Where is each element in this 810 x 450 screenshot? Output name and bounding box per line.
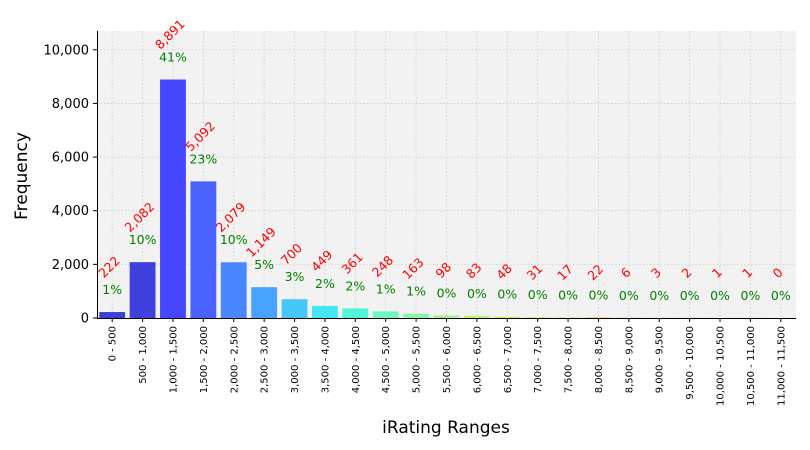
percent-label: 0% (437, 285, 457, 300)
x-tick-label: 5,000 - 5,500 (412, 326, 423, 393)
percent-label: 1% (102, 282, 122, 297)
y-tick-label: 10,000 (44, 43, 90, 58)
x-tick-label: 2,000 - 2,500 (229, 326, 240, 393)
percent-label: 0% (497, 287, 517, 302)
x-tick-label: 500 - 1,000 (138, 326, 149, 384)
x-tick-label: 4,000 - 4,500 (351, 326, 362, 393)
bar (281, 299, 308, 318)
bar (312, 305, 338, 318)
percent-label: 23% (189, 151, 217, 166)
percent-label: 1% (376, 281, 396, 296)
x-tick-label: 10,000 - 10,500 (716, 326, 727, 406)
x-tick-label: 5,500 - 6,000 (442, 326, 453, 393)
x-tick-label: 6,000 - 6,500 (472, 326, 483, 393)
x-tick-label: 8,000 - 8,500 (594, 326, 605, 393)
x-tick-label: 9,000 - 9,500 (655, 326, 666, 393)
x-tick-label: 7,000 - 7,500 (533, 326, 544, 393)
percent-label: 0% (619, 288, 639, 303)
bar (160, 79, 186, 318)
bar (99, 312, 126, 318)
bar (372, 311, 399, 318)
x-tick-label: 0 - 500 (108, 326, 119, 361)
x-tick-label: 9,500 - 10,000 (685, 326, 696, 400)
percent-label: 41% (159, 50, 187, 65)
percent-label: 0% (649, 288, 669, 303)
bar (463, 315, 490, 318)
bars (99, 79, 764, 318)
percent-label: 2% (315, 276, 335, 291)
y-tick-label: 6,000 (52, 151, 89, 166)
percent-label: 0% (558, 288, 578, 303)
bar (342, 308, 369, 318)
percent-label: 3% (285, 269, 305, 284)
x-tick-label: 1,000 - 1,500 (168, 326, 179, 393)
bar (433, 315, 460, 318)
grid (97, 31, 796, 318)
x-tick-label: 3,500 - 4,000 (320, 326, 331, 393)
percent-label: 0% (467, 286, 487, 301)
bar (494, 316, 521, 318)
x-tick-label: 6,500 - 7,000 (503, 326, 514, 393)
x-axis-title: iRating Ranges (382, 418, 510, 438)
bar (220, 262, 247, 318)
bar (585, 317, 612, 318)
x-tick-label: 11,000 - 11,500 (776, 326, 787, 406)
x-tick-label: 10,500 - 11,000 (746, 326, 757, 406)
percent-label: 0% (710, 288, 730, 303)
x-axis-ticks: 0 - 500 500 - 1,000 1,000 - 1,500 1,500 - 2… (108, 318, 787, 406)
bar (251, 287, 278, 318)
percent-label: 0% (740, 288, 760, 303)
percent-label: 10% (129, 232, 157, 247)
percent-label: 2% (345, 278, 365, 293)
x-tick-label: 2,500 - 3,000 (260, 326, 271, 393)
y-tick-label: 4,000 (52, 204, 89, 219)
percent-label: 10% (220, 232, 248, 247)
y-tick-label: 8,000 (52, 97, 89, 112)
percent-label: 0% (680, 288, 700, 303)
percent-label: 1% (406, 284, 426, 299)
x-tick-label: 4,500 - 5,000 (381, 326, 392, 393)
y-tick-label: 0 (81, 312, 89, 327)
bar (190, 181, 217, 318)
percent-label: 0% (589, 287, 609, 302)
y-tick-label: 2,000 (52, 258, 89, 273)
y-axis-title: Frequency (12, 132, 32, 220)
x-tick-label: 1,500 - 2,000 (199, 326, 210, 393)
bar (524, 317, 551, 318)
bar (403, 313, 430, 318)
x-tick-label: 8,500 - 9,000 (624, 326, 635, 393)
bar (129, 262, 156, 318)
x-tick-label: 3,000 - 3,500 (290, 326, 301, 393)
percent-label: 0% (528, 287, 548, 302)
x-tick-label: 7,500 - 8,000 (564, 326, 575, 393)
percent-label: 0% (771, 288, 791, 303)
y-axis-ticks: 0 2,000 4,000 6,000 8,000 10,000 (44, 43, 97, 327)
percent-label: 5% (254, 257, 274, 272)
